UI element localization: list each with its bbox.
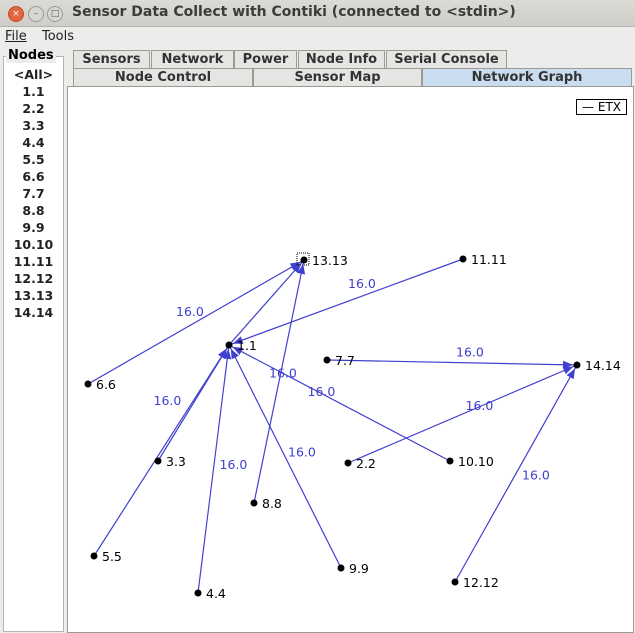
edge-6.6-13.13	[87, 259, 305, 385]
nodes-list[interactable]: <All> 1.1 2.2 3.3 4.4 5.5 6.6 7.7 8.8 9.9 10.10 11.…	[3, 56, 64, 632]
graph-node-label: 1.1	[237, 338, 257, 353]
tab-serial-console[interactable]: Serial Console	[386, 50, 507, 68]
graph-node-label: 9.9	[349, 561, 369, 576]
graph-node-label: 10.10	[458, 454, 494, 469]
tab-sensor-map[interactable]: Sensor Map	[253, 68, 422, 86]
graph-node-label: 13.13	[312, 253, 348, 268]
edge-arrowhead	[297, 263, 306, 275]
graph-node[interactable]	[194, 589, 202, 597]
window-title: Sensor Data Collect with Contiki (connec…	[72, 4, 516, 20]
graph-node[interactable]	[451, 578, 459, 586]
graph-node[interactable]	[90, 552, 98, 560]
edge-1.1-13.13	[228, 259, 305, 346]
edge-arrowhead	[223, 348, 232, 360]
selection-box	[296, 252, 310, 266]
graph-node[interactable]	[154, 457, 162, 465]
network-graph-panel[interactable]: 16.016.016.016.016.016.016.016.016.016.0…	[67, 86, 634, 633]
graph-node[interactable]	[344, 459, 352, 467]
node-list-item[interactable]: 1.1	[22, 84, 45, 99]
menu-bar: File Tools	[0, 27, 635, 47]
graph-node[interactable]	[573, 361, 581, 369]
node-list-item[interactable]: 10.10	[13, 237, 54, 252]
graph-node[interactable]	[225, 341, 233, 349]
graph-node-label: 8.8	[262, 496, 282, 511]
edge-arrowhead	[562, 360, 574, 369]
edge-arrowhead	[562, 366, 574, 375]
edge-5.5-1.1	[93, 344, 230, 557]
node-list-item[interactable]: 4.4	[22, 135, 45, 150]
edge-label: 16.0	[522, 468, 550, 483]
edge-label: 16.0	[220, 457, 248, 472]
graph-node[interactable]	[84, 380, 92, 388]
node-list-item[interactable]: 5.5	[22, 152, 45, 167]
tab-power[interactable]: Power	[234, 50, 297, 68]
edge-arrowhead	[232, 336, 244, 344]
node-list-item[interactable]: 6.6	[22, 169, 45, 184]
graph-node[interactable]	[300, 256, 308, 264]
node-list-item[interactable]: 8.8	[22, 203, 45, 218]
edge-label: 16.0	[176, 304, 204, 319]
edge-arrowhead	[232, 346, 244, 356]
node-list-item[interactable]: 3.3	[22, 118, 45, 133]
maximize-icon[interactable]: □	[47, 6, 63, 22]
edge-2.2-14.14	[347, 364, 578, 464]
edge-11.11-1.1	[228, 258, 464, 346]
edge-12.12-14.14	[454, 364, 578, 583]
graph-node[interactable]	[250, 499, 258, 507]
graph-node-label: 3.3	[166, 454, 186, 469]
graph-node[interactable]	[459, 255, 467, 263]
tab-node-control[interactable]: Node Control	[73, 68, 253, 86]
graph-node-label: 4.4	[206, 586, 226, 601]
title-bar: × – □ Sensor Data Collect with Contiki (…	[0, 0, 635, 27]
tab-network[interactable]: Network	[151, 50, 234, 68]
edge-label: 16.0	[154, 393, 182, 408]
network-graph: 16.016.016.016.016.016.016.016.016.016.0…	[84, 252, 621, 601]
edge-label: 16.0	[308, 384, 336, 399]
graph-node[interactable]	[446, 457, 454, 465]
node-list-item[interactable]: 12.12	[13, 271, 54, 286]
edge-label: 16.0	[288, 445, 316, 460]
legend-etx: — ETX	[576, 99, 627, 115]
graph-node[interactable]	[323, 356, 331, 364]
node-list-item[interactable]: 2.2	[22, 101, 45, 116]
node-list-item[interactable]: <All>	[13, 67, 54, 82]
graph-node-label: 7.7	[335, 353, 355, 368]
edge-label: 16.0	[348, 276, 376, 291]
node-list-item[interactable]: 11.11	[13, 254, 54, 269]
graph-node[interactable]	[337, 564, 345, 572]
edge-8.8-13.13	[253, 259, 305, 504]
node-list-item[interactable]: 13.13	[13, 288, 54, 303]
node-list-item[interactable]: 9.9	[22, 220, 45, 235]
edge-9.9-1.1	[228, 344, 342, 569]
graph-node-label: 2.2	[356, 456, 376, 471]
graph-node-label: 6.6	[96, 377, 116, 392]
edge-arrowhead	[230, 348, 239, 360]
graph-node-label: 14.14	[585, 358, 621, 373]
tab-sensors[interactable]: Sensors	[73, 50, 150, 68]
tab-node-info[interactable]: Node Info	[298, 50, 385, 68]
edge-arrowhead	[291, 262, 302, 274]
graph-node-label: 5.5	[102, 549, 122, 564]
node-list-item[interactable]: 14.14	[13, 305, 54, 320]
menu-file[interactable]: File	[5, 29, 27, 44]
nodes-header: Nodes	[6, 48, 56, 63]
edge-10.10-1.1	[228, 344, 451, 462]
graph-node-label: 11.11	[471, 252, 507, 267]
edge-arrowhead	[566, 368, 576, 380]
close-icon[interactable]: ×	[8, 6, 24, 22]
edge-label: 16.0	[466, 398, 494, 413]
node-list-item[interactable]: 7.7	[22, 186, 45, 201]
minimize-icon[interactable]: –	[28, 6, 44, 22]
edge-label: 16.0	[456, 345, 484, 360]
graph-node-label: 12.12	[463, 575, 499, 590]
tab-network-graph[interactable]: Network Graph	[422, 68, 632, 86]
edge-4.4-1.1	[197, 344, 230, 594]
edge-7.7-14.14	[326, 359, 578, 366]
menu-tools[interactable]: Tools	[42, 29, 75, 44]
